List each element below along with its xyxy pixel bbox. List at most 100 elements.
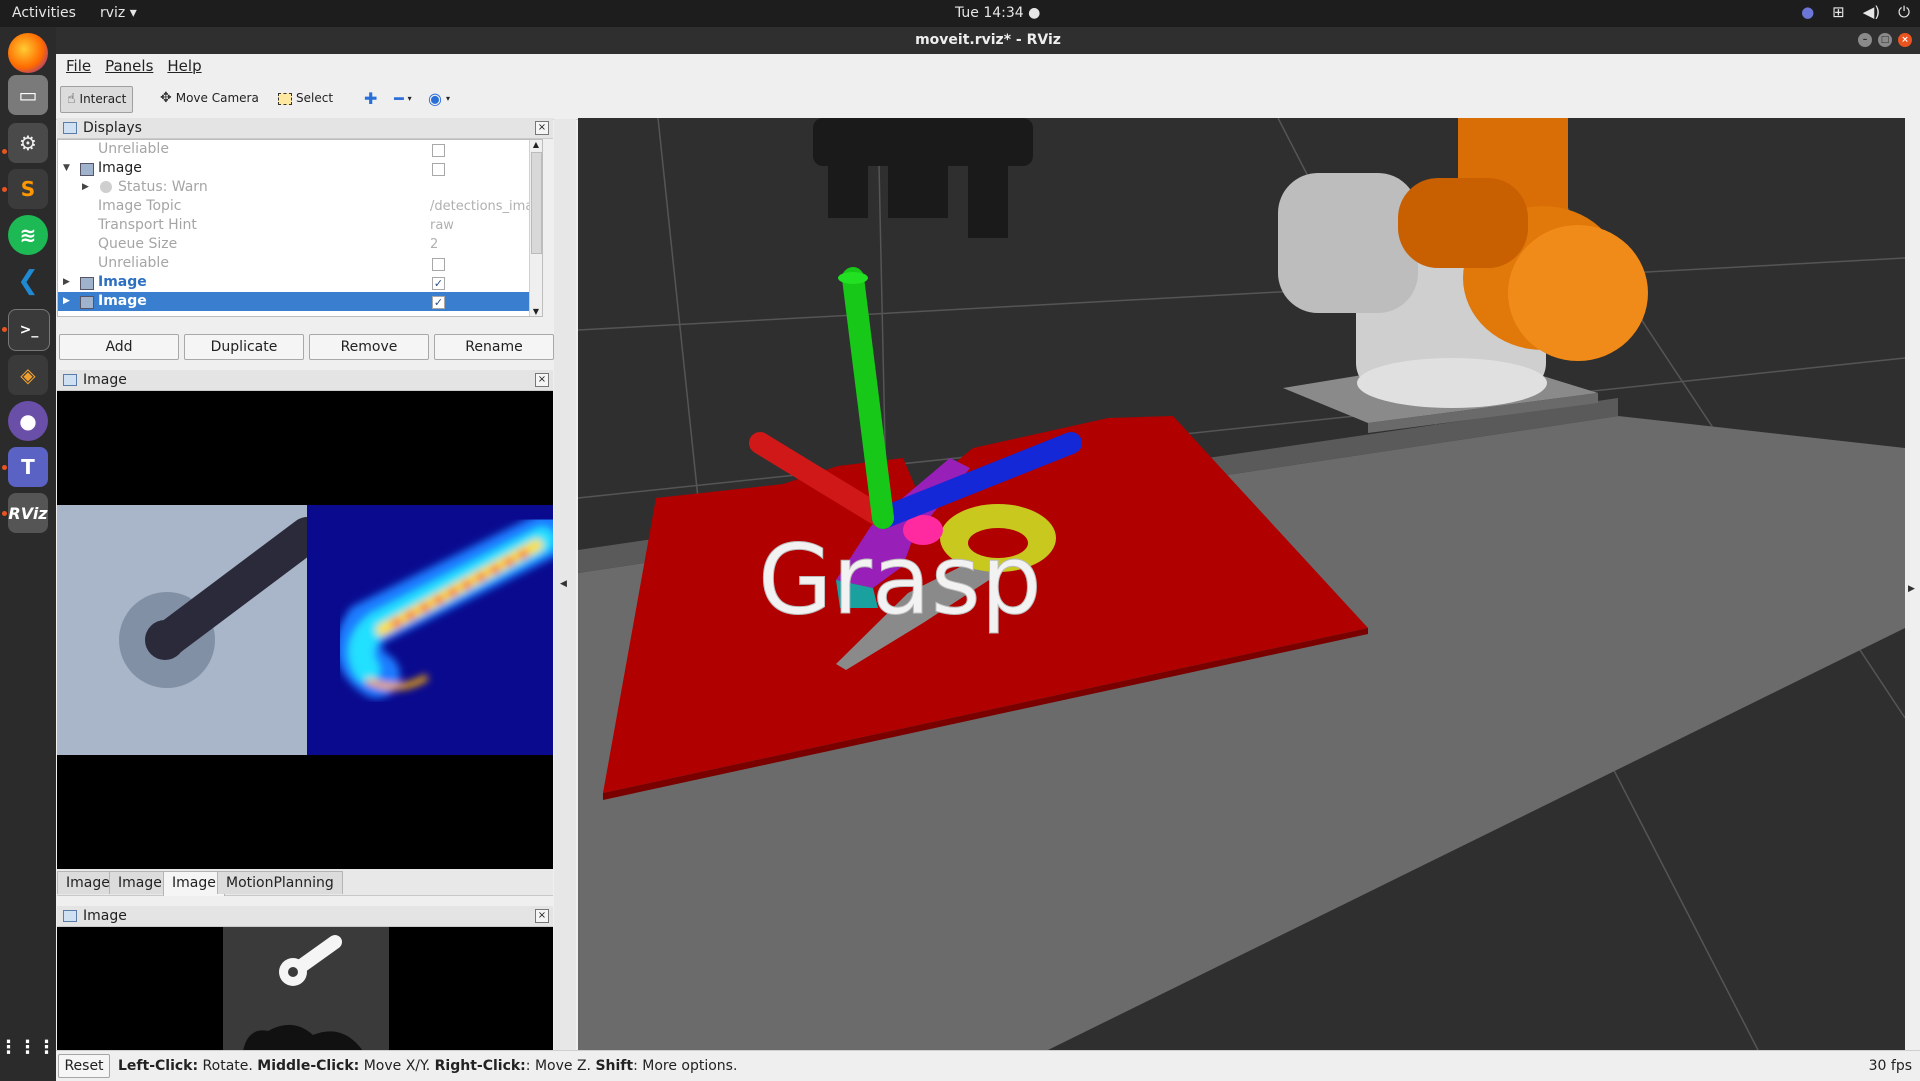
panel-tabs: Image Image Image MotionPlanning [57,869,553,896]
tree-row-image-topic[interactable]: Image Topic /detections_ima [98,198,534,214]
activities-button[interactable]: Activities [12,5,76,21]
volume-icon[interactable]: ◀) [1862,3,1881,21]
menu-panels[interactable]: Panels [105,57,154,75]
add-button[interactable]: Add [59,334,179,360]
package-installer-icon[interactable]: ◈ [8,355,48,395]
close-icon[interactable]: × [1898,33,1912,47]
terminal-icon[interactable]: >_ [8,309,50,351]
right-splitter[interactable]: ▶ [1905,118,1920,1050]
sublime-text-icon[interactable]: S [8,169,48,209]
remove-button[interactable]: Remove [309,334,429,360]
collapsed-arrow-icon[interactable]: ▶ [63,296,70,306]
scroll-up-icon[interactable]: ▲ [532,140,540,149]
image-panel-header: Image × [57,370,553,391]
tree-row-queue-size[interactable]: Queue Size 2 [98,236,439,252]
add-tool-button[interactable]: ✚ [358,86,383,111]
teams-tray-icon[interactable]: ● [1801,3,1815,21]
tab-motion-planning[interactable]: MotionPlanning [217,871,343,894]
checkbox-checked[interactable]: ✓ [432,296,445,309]
firefox-icon[interactable] [8,33,48,73]
collapsed-arrow-icon[interactable]: ▶ [82,182,89,192]
tree-row-image[interactable]: ▼ Image [58,159,542,178]
monitor-icon [63,122,77,134]
scene-drawing: Grasp [578,118,1905,1050]
tree-row-image-selected[interactable]: ▶ Image ✓ [58,292,542,311]
expanded-arrow-icon[interactable]: ▼ [63,163,70,173]
tab-image-1[interactable]: Image [57,871,119,894]
collapsed-arrow-icon[interactable]: ▶ [63,277,70,287]
remove-tool-button[interactable]: ━ ▾ [388,86,418,111]
app-menu[interactable]: rviz ▾ [100,5,137,21]
close-panel-icon[interactable]: × [535,373,549,387]
tab-image-3[interactable]: Image [163,871,225,896]
image-topic-value[interactable]: /detections_ima [430,199,534,214]
github-icon[interactable]: ● [8,401,48,441]
rviz-window: moveit.rviz* - RViz – □ × File Panels He… [56,27,1920,1081]
select-label: Select [296,91,334,105]
power-icon[interactable]: ⏻ [1898,3,1910,21]
plus-icon: ✚ [364,89,378,108]
image-display-icon [80,296,94,309]
network-icon[interactable]: ⊞ [1832,3,1845,21]
checkbox[interactable] [432,144,445,157]
grasp-image-drawing [243,935,363,1051]
checkbox[interactable] [432,163,445,176]
menu-file[interactable]: File [66,57,92,75]
teams-icon[interactable]: T [8,447,48,487]
rename-button[interactable]: Rename [434,334,554,360]
spotify-icon[interactable]: ≋ [8,215,48,255]
image-panel-2-header: Image × [57,906,553,927]
queue-size-value[interactable]: 2 [430,237,439,252]
tree-row-transport-hint[interactable]: Transport Hint raw [98,217,454,233]
checkbox-checked[interactable]: ✓ [432,277,445,290]
move-camera-tool-button[interactable]: ✥ Move Camera [154,86,265,111]
running-dot [2,187,7,192]
minus-icon: ━ [394,89,404,108]
window-titlebar: moveit.rviz* - RViz – □ × [56,27,1920,54]
image-panel-icon [63,910,77,922]
tree-row-image[interactable]: ▶ Image ✓ [63,274,445,290]
scroll-thumb[interactable] [531,152,542,254]
mouse-hint: Left-Click: Rotate. Middle-Click: Move X… [118,1058,738,1074]
select-tool-button[interactable]: Select [272,86,339,111]
displays-scrollbar[interactable]: ▲ ▼ [529,140,542,316]
running-dot [2,511,7,516]
image-view [57,391,553,869]
camera-type-button[interactable]: ◉ ▾ [422,86,456,111]
image-panel-icon [63,374,77,386]
image-display-icon [80,277,94,290]
displays-title: Displays [83,120,142,136]
settings-icon[interactable]: ⚙ [8,123,48,163]
collapse-right-icon[interactable]: ▶ [1908,584,1915,594]
tree-row-unreliable[interactable]: Unreliable [58,140,542,159]
collapse-left-icon[interactable]: ◀ [560,579,567,589]
transport-hint-value[interactable]: raw [430,218,454,233]
image-panel-2-title: Image [83,908,127,924]
vscode-icon[interactable]: ❮ [8,261,48,301]
close-panel-icon[interactable]: × [535,909,549,923]
toolbar: ☝ Interact ✥ Move Camera Select ✚ ━ ▾ ◉ ▾ [56,79,1920,120]
tree-row-unreliable[interactable]: Unreliable [58,254,542,273]
show-apps-icon[interactable]: ⋮⋮⋮ [0,1036,57,1058]
grasp-overlay-text: Grasp [758,524,1042,636]
displays-panel-header: Displays × [57,118,553,139]
menu-help[interactable]: Help [167,57,202,75]
maximize-icon[interactable]: □ [1878,33,1892,47]
interact-tool-button[interactable]: ☝ Interact [60,86,134,113]
warning-icon [100,181,112,193]
clock[interactable]: Tue 14:34 ● [955,5,1041,21]
panel-splitter[interactable]: ◀ [554,119,576,1050]
tab-image-2[interactable]: Image [109,871,171,894]
rviz-icon[interactable]: RViz [8,493,48,533]
tree-row-status[interactable]: ▶ Status: Warn [82,179,208,195]
window-title: moveit.rviz* - RViz [915,32,1061,48]
duplicate-button[interactable]: Duplicate [184,334,304,360]
3d-render-view[interactable]: Grasp [578,118,1905,1050]
image-view-2 [57,927,553,1051]
close-panel-icon[interactable]: × [535,121,549,135]
checkbox[interactable] [432,258,445,271]
minimize-icon[interactable]: – [1858,33,1872,47]
files-icon[interactable]: ▭ [8,75,48,115]
scroll-down-icon[interactable]: ▼ [532,307,540,316]
reset-button[interactable]: Reset [58,1054,110,1078]
